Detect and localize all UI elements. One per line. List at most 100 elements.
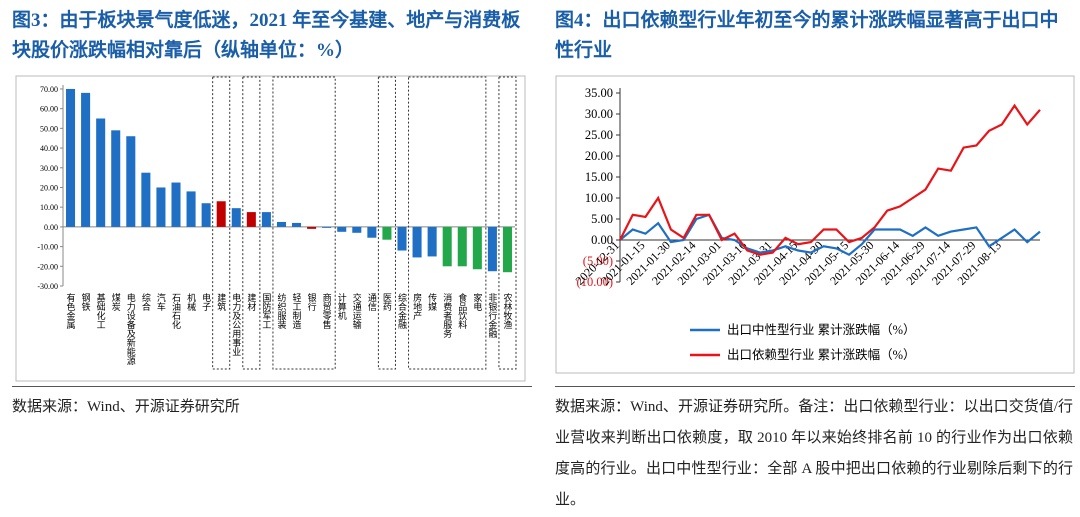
y-tick-label: 5.00 — [591, 212, 613, 226]
legend-label: 出口中性型行业 累计涨跌幅（%） — [727, 322, 916, 337]
x-tick-label: 国防军工 — [261, 293, 271, 329]
bar — [111, 130, 121, 227]
divider — [555, 386, 1075, 387]
y-tick-label: -30.00 — [37, 282, 58, 291]
frame — [15, 75, 526, 382]
highlight-box — [498, 76, 517, 370]
x-tick-label: 通信 — [367, 293, 377, 312]
x-tick-label: 家电 — [472, 292, 482, 311]
x-tick-label: 石油石化 — [171, 293, 181, 330]
x-tick-label: 医药 — [382, 293, 392, 312]
y-tick-label: (10.00) — [577, 275, 613, 289]
y-tick-label: 40.00 — [40, 144, 58, 153]
x-tick-label: 农林牧渔 — [502, 292, 512, 329]
bar — [96, 118, 106, 227]
x-tick-label: 轻工制造 — [292, 292, 302, 330]
bar — [322, 226, 332, 228]
y-tick-label: 30.00 — [40, 164, 58, 173]
x-tick-label: 综合 — [141, 292, 151, 312]
divider — [12, 386, 532, 387]
source: 数据来源：Wind、开源证券研究所。备注：出口依赖型行业：以出口交货值/行业营收… — [555, 399, 1073, 508]
x-tick-label: 建筑 — [216, 292, 226, 312]
line-series — [619, 103, 1041, 256]
bar — [171, 182, 181, 227]
y-tick-label: 15.00 — [585, 170, 613, 184]
bar — [186, 191, 196, 227]
bar — [81, 92, 91, 227]
y-tick-label: -20.00 — [37, 262, 58, 271]
y-tick-label: 35.00 — [585, 86, 613, 100]
x-tick-label: 电力及公用事业 — [231, 292, 241, 356]
bar — [337, 226, 347, 232]
x-tick-label: 综合金融 — [397, 292, 407, 330]
bar — [276, 221, 286, 227]
x-tick-label: 纺织服装 — [276, 292, 286, 330]
highlight-box — [272, 76, 336, 370]
highlight-box — [408, 76, 487, 370]
y-tick-label: 60.00 — [40, 105, 58, 114]
bar — [457, 226, 467, 267]
x-tick-label: 煤炭 — [111, 292, 121, 312]
x-tick-label: 钢铁 — [81, 292, 91, 312]
y-tick-label: (5.00) — [583, 254, 613, 268]
bar — [261, 212, 271, 227]
bar — [397, 226, 407, 251]
x-tick-label: 非银行金融 — [487, 292, 497, 339]
line-series — [619, 213, 1041, 257]
chart: -30.00 -20.00 -10.00 0.00 10.00 20.00 30.00 40.… — [15, 75, 526, 382]
x-tick-label: 商贸零售 — [322, 292, 332, 330]
chart: (10.00) (5.00) 0.00 5.00 10.00 15.00 20.00 25.0… — [555, 75, 1075, 374]
x-tick-label: 房地产 — [412, 292, 422, 321]
bar — [502, 226, 512, 273]
y-tick-label: 70.00 — [40, 85, 58, 94]
x-tick-label: 电力设备及新能源 — [126, 292, 136, 366]
bar — [352, 226, 362, 233]
y-tick-label: 25.00 — [585, 128, 613, 142]
figure-title: 图3：由于板块景气度低迷，2021 年至今基建、地产与消费板块股价涨跌幅相对靠后… — [12, 10, 521, 61]
highlight-box — [377, 76, 396, 370]
x-tick-label: 建材 — [246, 292, 256, 311]
y-tick-label: 0.00 — [44, 223, 58, 232]
bar — [246, 212, 256, 227]
bar — [216, 201, 226, 227]
x-tick-label: 食品饮料 — [457, 292, 467, 330]
x-tick-label: 汽车 — [156, 292, 166, 312]
y-tick-label: 10.00 — [585, 191, 613, 205]
x-tick-label: 交通运输 — [352, 292, 362, 330]
bar — [442, 226, 452, 267]
bar — [156, 187, 166, 227]
bar — [126, 136, 136, 227]
bar — [201, 203, 211, 227]
y-tick-label: 30.00 — [585, 107, 613, 121]
bar — [231, 208, 241, 227]
bar — [382, 226, 392, 240]
frame — [555, 75, 1075, 374]
bar — [292, 222, 302, 227]
figure-title: 图4：出口依赖型行业年初至今的累计涨跌幅显著高于出口中性行业 — [555, 10, 1059, 61]
highlight-box — [212, 76, 231, 370]
x-tick-label: 消费者服务 — [442, 292, 452, 339]
x-tick-label: 基础化工 — [96, 292, 106, 329]
y-tick-label: 10.00 — [40, 203, 58, 212]
highlight-box — [242, 76, 261, 370]
source: 数据来源：Wind、开源证券研究所 — [12, 399, 240, 415]
legend-label: 出口依赖型行业 累计涨跌幅（%） — [727, 347, 916, 362]
x-tick-label: 有色金属 — [66, 292, 76, 330]
y-tick-label: 20.00 — [40, 183, 58, 192]
x-tick-label: 计算机 — [337, 292, 347, 321]
x-tick-label: 传媒 — [427, 292, 437, 312]
bar — [487, 226, 497, 272]
bar — [472, 226, 482, 270]
x-tick-label: 机械 — [186, 292, 196, 312]
x-tick-label: 电子 — [201, 292, 211, 311]
bar — [412, 226, 422, 258]
bar — [141, 172, 151, 227]
bar — [427, 226, 437, 257]
bar — [66, 88, 76, 227]
y-tick-label: 0.00 — [591, 233, 613, 247]
bar — [367, 226, 377, 238]
y-tick-label: 20.00 — [585, 149, 613, 163]
y-tick-label: 50.00 — [40, 124, 58, 133]
bar — [307, 226, 317, 229]
